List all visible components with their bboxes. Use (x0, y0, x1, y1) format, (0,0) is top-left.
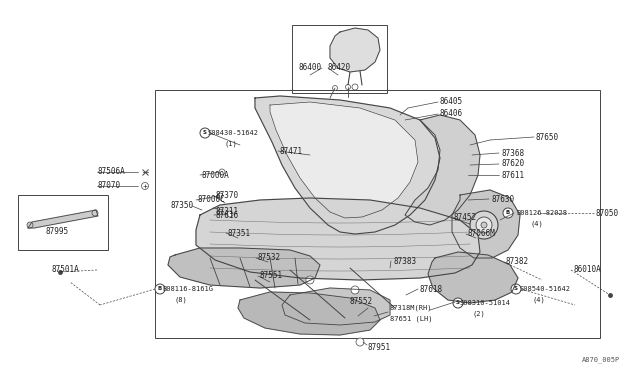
Text: 87452: 87452 (454, 214, 477, 222)
Circle shape (476, 217, 492, 233)
Bar (155, 90, 600, 338)
Text: 86405: 86405 (440, 97, 463, 106)
Polygon shape (452, 190, 520, 258)
Text: 87000A: 87000A (202, 170, 230, 180)
Polygon shape (405, 115, 480, 225)
Text: (4): (4) (531, 221, 544, 227)
Text: 87552: 87552 (350, 296, 373, 305)
Text: A870_005P: A870_005P (582, 357, 620, 363)
Text: S08310-51014: S08310-51014 (460, 300, 511, 306)
Polygon shape (428, 252, 518, 303)
Circle shape (217, 193, 223, 199)
Text: B: B (506, 211, 510, 215)
Polygon shape (282, 288, 390, 325)
Circle shape (291, 308, 298, 315)
Text: 87070: 87070 (98, 182, 121, 190)
Text: 87506A: 87506A (98, 167, 125, 176)
Circle shape (352, 84, 358, 90)
Text: 87651 (LH): 87651 (LH) (390, 316, 433, 322)
Text: 87368: 87368 (501, 148, 524, 157)
Polygon shape (28, 210, 98, 228)
Circle shape (200, 128, 210, 138)
Text: 87382: 87382 (506, 257, 529, 266)
Bar (292, 25, 387, 93)
Text: S: S (203, 131, 207, 135)
Circle shape (92, 210, 98, 216)
Circle shape (351, 286, 359, 294)
Text: 87616: 87616 (216, 211, 239, 219)
Text: (2): (2) (473, 311, 486, 317)
Text: 87618: 87618 (420, 285, 443, 294)
Text: 87650: 87650 (536, 132, 559, 141)
Circle shape (356, 338, 364, 346)
Text: 87995: 87995 (45, 228, 68, 237)
Polygon shape (255, 96, 440, 234)
Circle shape (511, 284, 521, 294)
Bar (18, 195, 108, 250)
Circle shape (141, 183, 148, 189)
Text: 87620: 87620 (501, 160, 524, 169)
Circle shape (481, 222, 487, 228)
Text: 87066M: 87066M (468, 230, 496, 238)
Text: 87630: 87630 (491, 195, 514, 203)
Text: 87318M(RH): 87318M(RH) (390, 305, 433, 311)
Text: (1): (1) (224, 141, 237, 147)
Text: 87471: 87471 (280, 147, 303, 155)
Text: S08540-51642: S08540-51642 (519, 286, 570, 292)
Text: S: S (456, 301, 460, 305)
Text: 87532: 87532 (258, 253, 281, 263)
Text: 86400: 86400 (299, 64, 322, 73)
Polygon shape (168, 248, 320, 288)
Circle shape (470, 211, 498, 239)
Text: 87951: 87951 (368, 343, 391, 352)
Polygon shape (270, 102, 418, 218)
Text: 87350: 87350 (171, 202, 194, 211)
Text: 87551: 87551 (260, 272, 283, 280)
Text: 87050: 87050 (596, 208, 619, 218)
Circle shape (367, 307, 374, 314)
Text: 87611: 87611 (501, 170, 524, 180)
Circle shape (155, 284, 165, 294)
Text: 87383: 87383 (393, 257, 416, 266)
Circle shape (227, 211, 233, 217)
Text: S: S (514, 286, 518, 292)
Polygon shape (330, 28, 380, 72)
Circle shape (453, 298, 463, 308)
Text: 87311: 87311 (215, 208, 238, 217)
Text: 86406: 86406 (440, 109, 463, 119)
Text: (4): (4) (532, 297, 545, 303)
Text: 87351: 87351 (228, 228, 251, 237)
Text: S08430-51642: S08430-51642 (207, 130, 258, 136)
Text: 87000C: 87000C (198, 196, 226, 205)
Text: 87501A: 87501A (52, 266, 80, 275)
Circle shape (346, 84, 351, 90)
Circle shape (27, 222, 33, 228)
Text: 87370: 87370 (216, 192, 239, 201)
Circle shape (219, 169, 225, 175)
Text: B: B (158, 286, 162, 292)
Text: B08126-82028: B08126-82028 (516, 210, 567, 216)
Circle shape (503, 208, 513, 218)
Text: 86010A: 86010A (573, 266, 601, 275)
Text: B08116-8161G: B08116-8161G (162, 286, 213, 292)
Text: 86420: 86420 (328, 64, 351, 73)
Polygon shape (238, 292, 380, 335)
Text: (8): (8) (175, 297, 188, 303)
Circle shape (333, 86, 337, 90)
Polygon shape (196, 198, 480, 280)
Circle shape (306, 276, 314, 284)
